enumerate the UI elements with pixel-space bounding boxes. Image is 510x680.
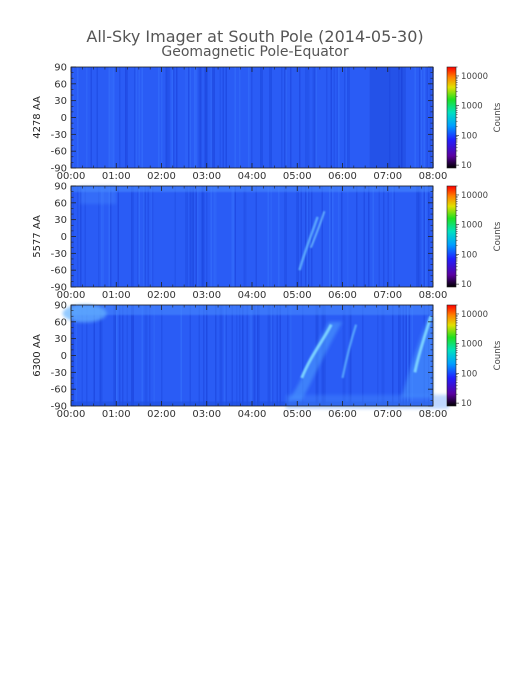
x-tick-label: 08:00 <box>419 290 448 301</box>
x-tick-label: 06:00 <box>328 171 357 182</box>
colorbar-scale <box>446 185 457 288</box>
y-tick-label: 30 <box>54 334 67 345</box>
x-tick-label: 06:00 <box>328 290 357 301</box>
y-tick-label: 30 <box>54 96 67 107</box>
chart-subtitle: Geomagnetic Pole-Equator <box>161 44 348 60</box>
x-tick-label: 04:00 <box>238 171 267 182</box>
colorbar-tick-label: 100 <box>461 131 477 141</box>
colorbar: 10 100 1000 10000 Counts <box>446 66 503 171</box>
y-tick-label: 30 <box>54 215 67 226</box>
x-tick-label: 02:00 <box>147 290 176 301</box>
x-tick-label: 02:00 <box>147 409 176 420</box>
y-tick-label: -30 <box>51 249 67 260</box>
y-tick-label: 60 <box>54 317 67 328</box>
y-tick-label: 0 <box>61 113 67 124</box>
y-tick-label: -60 <box>51 147 67 158</box>
colorbar: 10 100 1000 10000 Counts <box>446 185 503 290</box>
x-tick-label: 03:00 <box>192 171 221 182</box>
x-tick-label: 03:00 <box>192 409 221 420</box>
x-tick-label: 00:00 <box>57 290 86 301</box>
y-tick-label: -90 <box>51 164 67 175</box>
x-tick-label: 05:00 <box>283 290 312 301</box>
colorbar-tick-label: 100 <box>461 369 477 379</box>
colorbar-tick-label: 1000 <box>461 102 483 112</box>
x-tick-label: 02:00 <box>147 171 176 182</box>
x-tick-label: 01:00 <box>102 290 131 301</box>
y-tick-label: -60 <box>51 385 67 396</box>
x-tick-label: 08:00 <box>419 409 448 420</box>
y-axis-label: 5577 AA <box>32 215 43 258</box>
aurora-features <box>369 67 406 168</box>
y-tick-label: -30 <box>51 368 67 379</box>
chart-title: All-Sky Imager at South Pole (2014-05-30… <box>86 27 423 46</box>
colorbar: 10 100 1000 10000 Counts <box>446 304 503 409</box>
heatmap-texture <box>72 186 430 287</box>
y-tick-label: -90 <box>51 402 67 413</box>
x-tick-label: 05:00 <box>283 171 312 182</box>
x-tick-label: 03:00 <box>192 290 221 301</box>
colorbar-label: Counts <box>493 102 503 132</box>
y-tick-label: 90 <box>54 301 67 312</box>
y-tick-label: 60 <box>54 198 67 209</box>
x-tick-label: 04:00 <box>238 290 267 301</box>
x-tick-label: 01:00 <box>102 409 131 420</box>
x-tick-label: 06:00 <box>328 409 357 420</box>
colorbar-tick-label: 1000 <box>461 221 483 231</box>
colorbar-tick-label: 10000 <box>461 191 488 201</box>
y-tick-label: -90 <box>51 283 67 294</box>
x-tick-label: 07:00 <box>373 290 402 301</box>
x-tick-label: 07:00 <box>373 409 402 420</box>
colorbar-tick-label: 100 <box>461 250 477 260</box>
y-tick-label: 90 <box>54 63 67 74</box>
colorbar-tick-label: 1000 <box>461 340 483 350</box>
x-tick-label: 08:00 <box>419 171 448 182</box>
colorbar-label: Counts <box>493 340 503 370</box>
colorbar-tick-label: 10 <box>461 280 472 290</box>
y-tick-label: 0 <box>61 351 67 362</box>
colorbar-label: Counts <box>493 221 503 251</box>
y-tick-label: -30 <box>51 130 67 141</box>
y-axis-label: 4278 AA <box>32 96 43 139</box>
colorbar-tick-label: 10000 <box>461 72 488 82</box>
colorbar-scale <box>446 304 457 407</box>
x-tick-label: 00:00 <box>57 409 86 420</box>
y-tick-label: 60 <box>54 79 67 90</box>
x-tick-label: 04:00 <box>238 409 267 420</box>
y-axis-label: 6300 AA <box>32 334 43 377</box>
y-tick-label: 0 <box>61 232 67 243</box>
colorbar-tick-label: 10 <box>461 161 472 171</box>
x-tick-label: 00:00 <box>57 171 86 182</box>
x-tick-label: 01:00 <box>102 171 131 182</box>
x-tick-label: 05:00 <box>283 409 312 420</box>
y-tick-label: -60 <box>51 266 67 277</box>
colorbar-scale <box>446 66 457 169</box>
y-tick-label: 90 <box>54 182 67 193</box>
heatmap-field <box>71 67 433 168</box>
colorbar-tick-label: 10000 <box>461 310 488 320</box>
x-tick-label: 07:00 <box>373 171 402 182</box>
colorbar-tick-label: 10 <box>461 399 472 409</box>
